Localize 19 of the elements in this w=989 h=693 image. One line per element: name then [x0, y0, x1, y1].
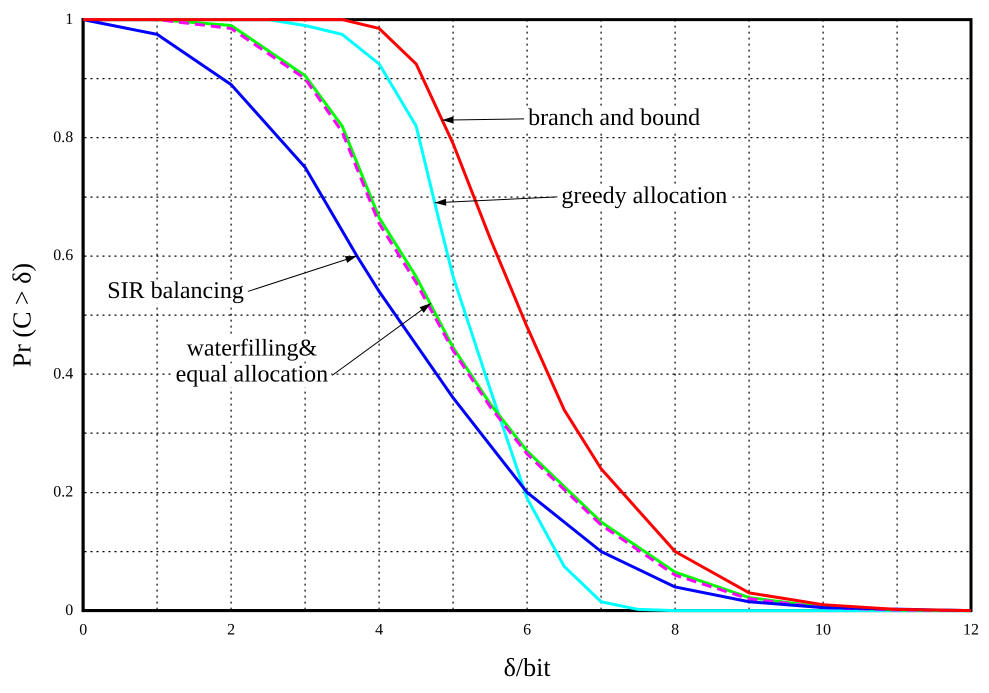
x-tick-label: 8: [671, 621, 680, 638]
x-tick-label: 6: [523, 621, 532, 638]
x-tick-label: 0: [79, 621, 88, 638]
x-tick-label: 4: [375, 621, 384, 638]
y-tick-label: 0.6: [53, 247, 74, 264]
x-axis-title: δ/bit: [504, 653, 552, 682]
annotation: waterfilling& equal allocation: [176, 336, 328, 388]
x-tick-label: 10: [815, 621, 832, 638]
annotation: SIR balancing: [107, 278, 244, 304]
x-tick-label: 12: [963, 621, 979, 638]
annotation: branch and bound: [528, 105, 700, 132]
y-tick-label: 0.8: [53, 129, 74, 146]
y-tick-label: 0: [65, 602, 74, 619]
annotation: greedy allocation: [561, 183, 728, 210]
y-tick-label: 0.4: [53, 365, 74, 382]
y-tick-label: 1: [65, 10, 74, 28]
y-tick-label: 0.2: [53, 484, 74, 501]
x-tick-label: 2: [227, 621, 236, 638]
y-axis-title: Pr (C > δ): [7, 263, 36, 368]
